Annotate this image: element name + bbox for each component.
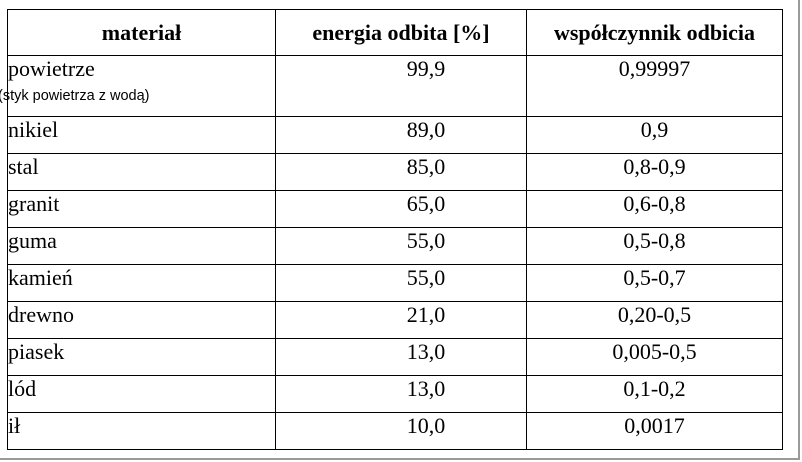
- coefficient-cell: 0,5-0,8: [526, 227, 783, 265]
- energy-value: 21,0: [406, 302, 446, 327]
- material-cell: ił: [7, 412, 276, 450]
- coefficient-cell: 0,5-0,7: [526, 264, 783, 302]
- table-row: powietrze (styk powietrza z wodą) 99,9 0…: [0, 55, 783, 117]
- table-row: guma 55,0 0,5-0,8: [7, 227, 783, 265]
- energy-cell: 21,0: [275, 301, 527, 339]
- table-row: piasek 13,0 0,005-0,5: [7, 338, 783, 376]
- material-cell: drewno: [7, 301, 276, 339]
- energy-value: 85,0: [406, 154, 446, 179]
- coefficient-cell: 0,1-0,2: [526, 375, 783, 413]
- energy-cell: 55,0: [275, 264, 527, 302]
- header-material: materiał: [7, 9, 276, 56]
- coefficient-cell: 0,9: [526, 116, 783, 154]
- energy-cell: 99,9: [275, 55, 527, 117]
- coefficient-cell: 0,6-0,8: [526, 190, 783, 228]
- energy-cell: 85,0: [275, 153, 527, 191]
- table-row: nikiel 89,0 0,9: [7, 116, 783, 154]
- energy-cell: 55,0: [275, 227, 527, 265]
- coefficient-cell: 0,99997: [526, 55, 783, 117]
- header-energy: energia odbita [%]: [275, 9, 527, 56]
- header-row: materiał energia odbita [%] współczynnik…: [7, 9, 783, 56]
- coefficient-cell: 0,8-0,9: [526, 153, 783, 191]
- table-row: lód 13,0 0,1-0,2: [7, 375, 783, 413]
- material-note: (styk powietrza z wodą): [0, 88, 150, 104]
- material-cell: guma: [7, 227, 276, 265]
- energy-cell: 10,0: [275, 412, 527, 450]
- energy-cell: 65,0: [275, 190, 527, 228]
- coefficient-cell: 0,20-0,5: [526, 301, 783, 339]
- energy-value: 10,0: [406, 413, 446, 438]
- material-cell: stal: [7, 153, 276, 191]
- reflection-table: materiał energia odbita [%] współczynnik…: [0, 9, 783, 450]
- energy-value: 99,9: [406, 56, 446, 81]
- energy-value: 55,0: [406, 265, 446, 290]
- material-cell: kamień: [7, 264, 276, 302]
- energy-value: 65,0: [406, 191, 446, 216]
- table-row: ił 10,0 0,0017: [7, 412, 783, 450]
- coefficient-cell: 0,005-0,5: [526, 338, 783, 376]
- material-cell: granit: [7, 190, 276, 228]
- energy-cell: 13,0: [275, 375, 527, 413]
- table-row: stal 85,0 0,8-0,9: [7, 153, 783, 191]
- material-cell: piasek: [7, 338, 276, 376]
- energy-value: 55,0: [406, 228, 446, 253]
- header-coefficient: współczynnik odbicia: [526, 9, 783, 56]
- energy-value: 89,0: [406, 117, 446, 142]
- energy-cell: 13,0: [275, 338, 527, 376]
- table-row: kamień 55,0 0,5-0,7: [7, 264, 783, 302]
- material-cell: lód: [7, 375, 276, 413]
- material-name: powietrze: [8, 56, 95, 81]
- energy-value: 13,0: [406, 339, 446, 364]
- energy-cell: 89,0: [275, 116, 527, 154]
- material-cell: powietrze (styk powietrza z wodą): [0, 55, 276, 117]
- table-row: granit 65,0 0,6-0,8: [7, 190, 783, 228]
- energy-value: 13,0: [406, 376, 446, 401]
- coefficient-cell: 0,0017: [526, 412, 783, 450]
- material-cell: nikiel: [7, 116, 276, 154]
- table-row: drewno 21,0 0,20-0,5: [7, 301, 783, 339]
